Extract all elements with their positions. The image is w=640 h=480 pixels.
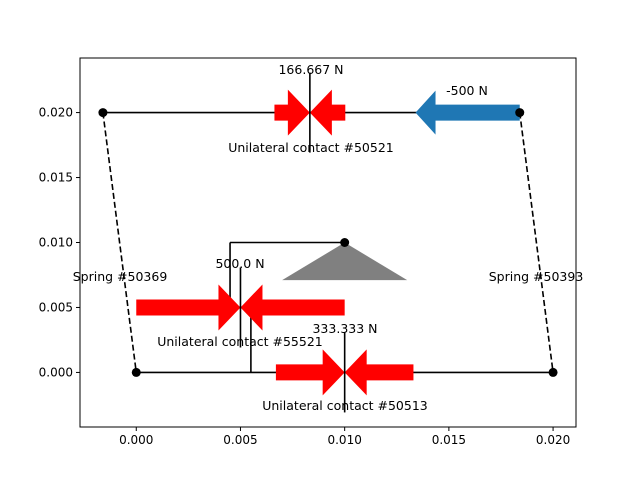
contact-force-arrow xyxy=(136,284,241,331)
y-tick-label: 0.010 xyxy=(39,236,73,250)
x-tick-label: 0.005 xyxy=(223,433,257,447)
contact-force-arrow xyxy=(344,349,414,396)
x-tick-label: 0.015 xyxy=(432,433,466,447)
contact-force-arrow xyxy=(275,349,345,396)
forces xyxy=(136,72,520,413)
node-point xyxy=(548,367,558,377)
node-point xyxy=(98,108,108,118)
support-triangle xyxy=(282,242,408,281)
applied-force-value: -500 N xyxy=(446,83,488,98)
y-tick-label: 0.020 xyxy=(39,106,73,120)
x-axis: 0.000 0.005 0.010 0.015 0.020 xyxy=(119,427,570,447)
spring-line xyxy=(102,112,138,373)
y-tick-label: 0.000 xyxy=(39,365,73,379)
contact-label-50513: Unilateral contact #50513 xyxy=(262,398,428,413)
contact-label-55521: Unilateral contact #55521 xyxy=(157,334,323,349)
spring-label-50393: Spring #50393 xyxy=(489,269,584,284)
contact-force-arrow xyxy=(309,89,346,136)
y-axis: 0.000 0.005 0.010 0.015 0.020 xyxy=(39,106,80,379)
contact-force-arrow xyxy=(274,89,310,136)
spring-label-50369: Spring #50369 xyxy=(73,269,168,284)
x-tick-label: 0.020 xyxy=(536,433,570,447)
y-tick-label: 0.005 xyxy=(39,300,73,314)
x-tick-label: 0.000 xyxy=(119,433,153,447)
applied-force-arrow xyxy=(415,90,520,135)
node-point xyxy=(131,367,141,377)
spring-line xyxy=(518,112,554,373)
contact-value-55521: 500.0 N xyxy=(215,256,264,271)
y-tick-label: 0.015 xyxy=(39,171,73,185)
contact-label-50521: Unilateral contact #50521 xyxy=(228,140,394,155)
node-point xyxy=(340,238,350,247)
contact-value-50513: 333.333 N xyxy=(312,321,377,336)
contact-force-arrow xyxy=(240,284,345,331)
node-point xyxy=(515,108,525,118)
nodes xyxy=(98,108,558,377)
contact-value-50521: 166.667 N xyxy=(278,62,343,77)
x-tick-label: 0.010 xyxy=(327,433,361,447)
